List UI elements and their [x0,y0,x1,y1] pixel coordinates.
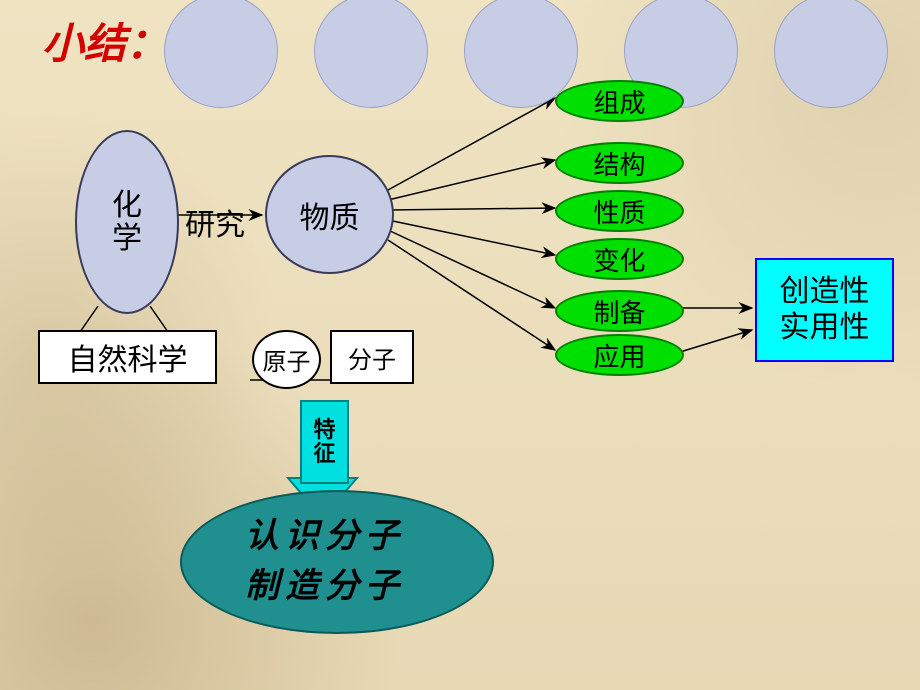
node-feature: 特征 [300,400,349,484]
arrow-1 [388,98,555,190]
label-research: 研究 [185,200,245,244]
arrow-2 [388,160,555,200]
arrow-8 [680,330,752,352]
node-chemistry: 化学 [75,130,179,314]
property-node-0: 组成 [555,80,684,122]
node-matter: 物质 [265,155,394,274]
line-1 [150,306,168,332]
diagram-stage: 小结： 化学自然科学 研究物质原子分子特征 创造性实用性认识分子制造分子 组成结构性质变… [0,0,920,690]
page-title: 小结： [42,10,168,71]
bottom-text-2: 制造分子 [245,558,405,607]
line-0 [80,306,98,332]
property-node-3: 变化 [555,238,684,280]
property-node-4: 制备 [555,290,684,332]
node-atom: 原子 [252,330,321,389]
property-node-5: 应用 [555,334,684,376]
node-natural-science: 自然科学 [38,330,217,384]
arrow-4 [388,220,555,255]
arrow-3 [388,208,555,210]
node-creativity: 创造性实用性 [755,258,894,362]
arrow-5 [388,230,555,308]
bottom-text-1: 认识分子 [245,508,405,557]
property-node-2: 性质 [555,190,684,232]
property-node-1: 结构 [555,142,684,184]
node-molecule: 分子 [330,330,414,384]
